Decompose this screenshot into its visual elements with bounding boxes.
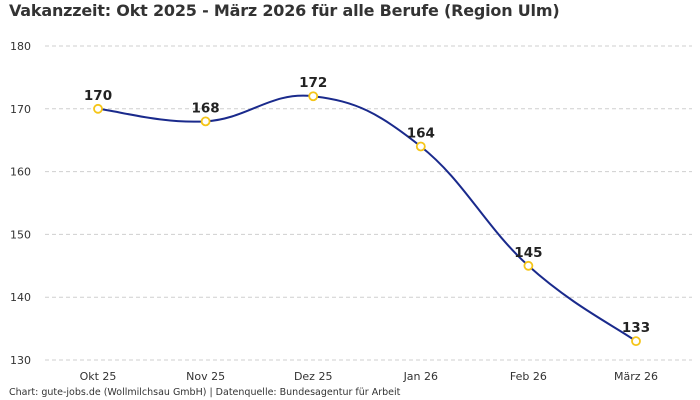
data-label: 170 bbox=[84, 88, 112, 104]
y-tick-label: 140 bbox=[10, 291, 31, 304]
x-tick-label: Jan 26 bbox=[403, 370, 438, 383]
source-footer: Chart: gute-jobs.de (Wollmilchsau GmbH) … bbox=[9, 387, 401, 398]
data-label: 145 bbox=[514, 245, 542, 261]
data-label: 172 bbox=[299, 75, 327, 91]
data-point bbox=[308, 91, 319, 102]
x-tick-label: März 26 bbox=[614, 370, 658, 383]
data-point bbox=[415, 141, 426, 152]
x-tick-label: Feb 26 bbox=[510, 370, 547, 383]
series-line bbox=[97, 94, 637, 342]
x-tick-label: Okt 25 bbox=[80, 370, 117, 383]
data-point bbox=[93, 103, 103, 114]
data-point bbox=[631, 336, 641, 347]
data-label: 168 bbox=[192, 100, 220, 116]
data-point bbox=[200, 116, 211, 127]
chart-title: Vakanzzeit: Okt 2025 - März 2026 für all… bbox=[9, 1, 560, 20]
data-label: 133 bbox=[622, 320, 650, 336]
data-point bbox=[523, 260, 534, 271]
y-tick-label: 130 bbox=[10, 354, 31, 367]
y-tick-label: 170 bbox=[10, 103, 31, 116]
y-tick-label: 160 bbox=[10, 166, 31, 179]
x-tick-label: Nov 25 bbox=[186, 370, 225, 383]
y-tick-label: 180 bbox=[10, 40, 31, 53]
x-tick-label: Dez 25 bbox=[294, 370, 333, 383]
data-label: 164 bbox=[407, 125, 435, 141]
y-tick-label: 150 bbox=[10, 228, 31, 241]
